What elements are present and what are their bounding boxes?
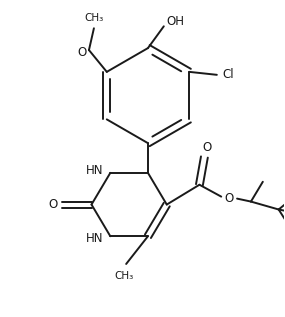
Text: Cl: Cl (222, 68, 233, 81)
Text: CH₃: CH₃ (115, 271, 134, 281)
Text: O: O (78, 46, 87, 59)
Text: OH: OH (167, 15, 185, 28)
Text: HN: HN (86, 165, 103, 178)
Text: HN: HN (86, 232, 103, 245)
Text: O: O (203, 141, 212, 154)
Text: CH₃: CH₃ (84, 13, 103, 23)
Text: O: O (225, 192, 234, 205)
Text: O: O (48, 198, 58, 211)
